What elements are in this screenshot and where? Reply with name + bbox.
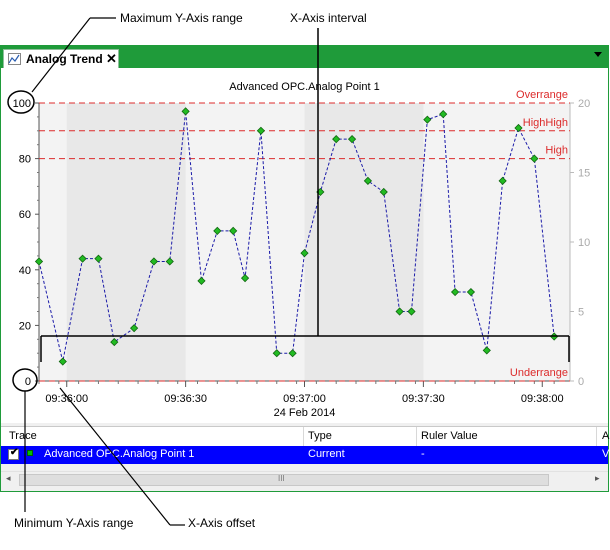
data-point (197, 276, 206, 286)
chart-title: Advanced OPC.Analog Point 1 (229, 81, 379, 93)
data-point (34, 257, 44, 266)
max-y-callout: Maximum Y-Axis range (120, 11, 243, 25)
data-point (78, 254, 87, 263)
data-point (256, 126, 266, 135)
x-interval-callout: X-Axis interval (290, 11, 367, 25)
trace-visible-checkbox[interactable]: ✔ (8, 447, 19, 460)
x-axis-label: 24 Feb 2014 (274, 407, 336, 419)
y-tick-label-left: 20 (19, 320, 31, 332)
col-header-trace[interactable]: Trace (9, 430, 37, 442)
y-tick-label-right: 10 (578, 237, 590, 249)
table-row[interactable]: ✔ Advanced OPC.Analog Point 1 Current - … (1, 446, 610, 464)
trend-icon (8, 53, 21, 65)
data-point (272, 349, 281, 358)
data-point (395, 307, 404, 316)
x-tick-label: 09:36:30 (164, 393, 207, 405)
x-offset-callout: X-Axis offset (188, 516, 256, 530)
horizontal-scrollbar[interactable]: ◂ III ▸ (1, 471, 608, 489)
y-tick-label-right: 20 (578, 98, 590, 110)
data-point (149, 257, 159, 266)
y-tick-label-right: 15 (578, 168, 590, 180)
trace-type: Current (308, 448, 345, 460)
data-point (347, 135, 357, 144)
data-point (332, 135, 341, 144)
data-point (530, 154, 539, 163)
y-tick-label-right: 5 (578, 307, 584, 319)
x-tick-label: 09:37:00 (283, 393, 326, 405)
y-tick-label-left: 60 (19, 209, 31, 221)
y-tick-label-left: 0 (25, 376, 31, 388)
scroll-grip-icon: III (278, 474, 285, 483)
analog-trend-panel: Analog Trend ✕ Advanced OPC.Analog Point… (0, 45, 609, 492)
chevron-down-icon[interactable] (594, 52, 602, 57)
data-point (514, 123, 523, 133)
y-tick-label-left: 80 (19, 154, 31, 166)
data-point (58, 357, 67, 366)
y-tick-label-left: 100 (13, 98, 31, 110)
data-point (300, 249, 309, 258)
col-header-ruler-value[interactable]: Ruler Value (421, 430, 478, 442)
x-tick-label: 09:36:00 (45, 393, 88, 405)
trace-name: Advanced OPC.Analog Point 1 (44, 448, 195, 460)
limit-label: Overrange (516, 89, 568, 101)
tab-analog-trend[interactable]: Analog Trend ✕ (3, 49, 119, 68)
scroll-right-icon[interactable]: ▸ (595, 473, 600, 483)
scroll-thumb[interactable]: III (19, 474, 549, 486)
close-icon[interactable]: ✕ (106, 51, 117, 66)
data-point (450, 287, 460, 297)
series-line (38, 111, 555, 362)
trace-grid-header: Trace Type Ruler Value A (1, 426, 610, 448)
plot-band (66, 103, 186, 381)
data-point (165, 257, 174, 266)
tab-strip: Analog Trend ✕ (1, 46, 608, 68)
col-header-extra[interactable]: A (602, 430, 610, 442)
trace-ruler-value: - (421, 448, 425, 460)
data-point (181, 107, 190, 116)
plot-band (304, 103, 424, 381)
col-header-type[interactable]: Type (308, 430, 332, 442)
data-point (466, 287, 476, 297)
x-tick-label: 09:37:30 (402, 393, 445, 405)
trend-chart-area[interactable]: Advanced OPC.Analog Point 1 0 20 40 60 80 100 0… (1, 68, 608, 423)
data-point (288, 349, 297, 358)
data-point (423, 115, 432, 124)
trace-color-dot (27, 450, 33, 456)
x-tick-label: 09:38:00 (521, 393, 564, 405)
trend-chart[interactable]: Advanced OPC.Analog Point 10204060801000… (1, 68, 608, 423)
scroll-left-icon[interactable]: ◂ (6, 473, 11, 483)
data-point (213, 226, 222, 235)
y-tick-label-right: 0 (578, 376, 584, 388)
data-point (130, 324, 139, 333)
data-point (94, 254, 103, 263)
data-point (498, 176, 507, 185)
data-point (439, 110, 448, 119)
trace-extra: V (602, 448, 610, 460)
data-point (229, 226, 238, 235)
data-point (482, 346, 491, 355)
data-point (407, 307, 416, 316)
limit-label: HighHigh (523, 117, 568, 129)
tab-title: Analog Trend (26, 52, 103, 66)
limit-label: High (545, 145, 568, 157)
limit-label: Underrange (510, 367, 568, 379)
data-point (363, 176, 373, 185)
min-y-callout: Minimum Y-Axis range (14, 516, 134, 530)
data-point (240, 274, 250, 283)
data-point (110, 337, 119, 347)
y-tick-label-left: 40 (19, 265, 31, 277)
data-point (379, 187, 388, 197)
